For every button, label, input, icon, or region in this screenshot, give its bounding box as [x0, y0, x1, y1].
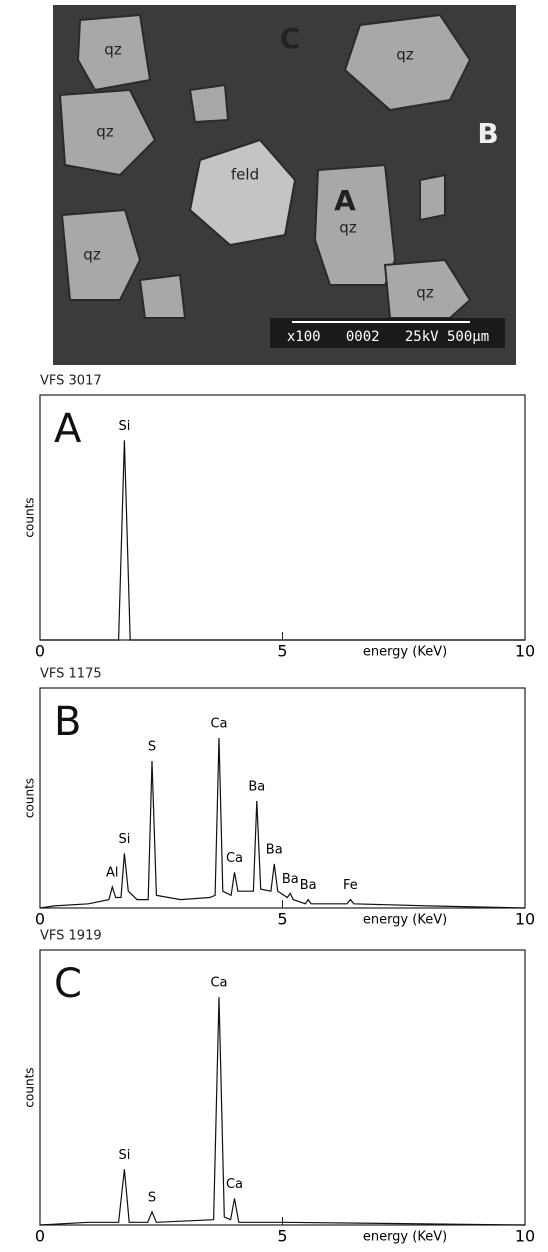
spectrum-line	[39, 737, 526, 909]
sem-image: x100 0002 25kV 500µm qz qz qz qz qz qz f…	[53, 5, 516, 365]
grain	[60, 208, 142, 301]
y-axis-label: counts	[23, 778, 37, 818]
peak-label: Al	[106, 866, 119, 881]
peak-label: Ca	[210, 716, 227, 731]
peak-label: Ba	[248, 779, 265, 794]
image-label: A	[334, 184, 356, 217]
x-axis-label: energy (KeV)	[363, 913, 447, 928]
x-tick-label: 5	[277, 910, 287, 929]
x-tick-label: 0	[35, 1227, 45, 1246]
image-label: qz	[339, 219, 357, 237]
x-tick-label: 5	[277, 642, 287, 661]
x-tick-label: 0	[35, 642, 45, 661]
peak-label: Si	[118, 419, 130, 434]
peak-label: Ca	[226, 851, 243, 866]
image-label: qz	[396, 46, 414, 64]
peak-label: Ba	[282, 872, 299, 887]
chart-title: VFS 1919	[40, 929, 102, 944]
grain	[188, 83, 230, 124]
peak-label: Ba	[266, 842, 283, 857]
plot-frame	[39, 394, 526, 641]
grain	[383, 258, 472, 319]
chart-title: VFS 1175	[40, 667, 102, 682]
peak-label: Ca	[210, 976, 227, 991]
peak-label: S	[148, 1190, 156, 1205]
image-label: feld	[231, 166, 259, 184]
scale-bar-text: x100 0002 25kV 500µm	[287, 329, 489, 345]
grain	[138, 273, 187, 319]
image-label: B	[477, 117, 498, 150]
chart-title: VFS 3017	[40, 374, 102, 389]
grains	[58, 13, 472, 319]
spectrum-line	[40, 440, 525, 641]
peak-label: Si	[118, 1148, 130, 1163]
grain	[419, 173, 446, 222]
panel-label: C	[54, 961, 82, 1007]
image-labels: qz qz qz qz qz qz feld A B C	[83, 22, 498, 302]
x-tick-label: 5	[277, 1227, 287, 1246]
plot-frame	[39, 949, 526, 1226]
panel-label: A	[54, 406, 82, 452]
x-tick-label: 10	[515, 642, 535, 661]
peak-label: Ca	[226, 1177, 243, 1192]
x-tick-label: 0	[35, 910, 45, 929]
grain	[188, 138, 297, 247]
image-label: qz	[83, 246, 101, 264]
y-axis-label: counts	[23, 1067, 37, 1107]
x-tick-label: 10	[515, 910, 535, 929]
y-axis-label: counts	[23, 497, 37, 537]
grain	[313, 163, 397, 286]
image-label: qz	[416, 284, 434, 302]
grain	[58, 88, 157, 177]
image-label: qz	[104, 41, 122, 59]
x-axis-label: energy (KeV)	[363, 1230, 447, 1245]
x-tick-label: 10	[515, 1227, 535, 1246]
x-axis-label: energy (KeV)	[363, 645, 447, 660]
panel-label: B	[54, 699, 81, 745]
peak-label: Ba	[300, 878, 317, 893]
image-label: C	[280, 22, 301, 55]
spectrum-line	[39, 997, 526, 1226]
grain	[343, 13, 472, 112]
peak-label: Fe	[343, 878, 358, 893]
peak-label: S	[148, 740, 156, 755]
grain	[76, 13, 152, 92]
image-label: qz	[96, 123, 114, 141]
peak-label: Si	[118, 832, 130, 847]
